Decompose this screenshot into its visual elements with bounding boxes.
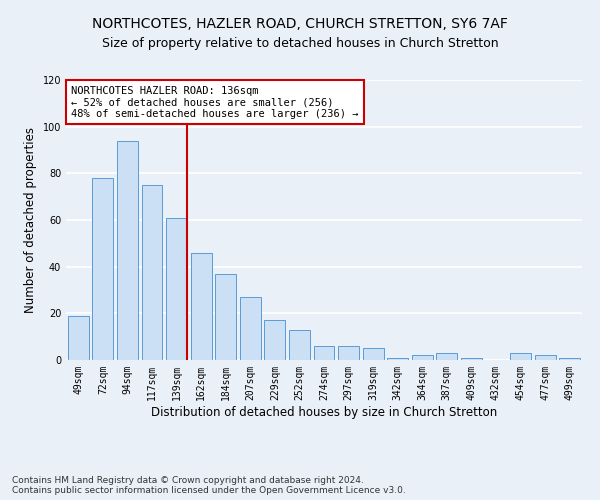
Bar	[559, 358, 580, 360]
Bar	[412, 356, 433, 360]
Bar	[535, 356, 556, 360]
Bar	[142, 185, 163, 360]
Bar	[436, 353, 457, 360]
Bar	[338, 346, 359, 360]
Bar	[240, 297, 261, 360]
Bar	[68, 316, 89, 360]
Bar	[510, 353, 531, 360]
Text: Contains HM Land Registry data © Crown copyright and database right 2024.
Contai: Contains HM Land Registry data © Crown c…	[12, 476, 406, 495]
Bar	[387, 358, 408, 360]
X-axis label: Distribution of detached houses by size in Church Stretton: Distribution of detached houses by size …	[151, 406, 497, 418]
Bar	[362, 348, 383, 360]
Bar	[265, 320, 286, 360]
Bar	[289, 330, 310, 360]
Bar	[166, 218, 187, 360]
Y-axis label: Number of detached properties: Number of detached properties	[24, 127, 37, 313]
Bar	[191, 252, 212, 360]
Text: NORTHCOTES, HAZLER ROAD, CHURCH STRETTON, SY6 7AF: NORTHCOTES, HAZLER ROAD, CHURCH STRETTON…	[92, 18, 508, 32]
Bar	[461, 358, 482, 360]
Text: Size of property relative to detached houses in Church Stretton: Size of property relative to detached ho…	[101, 38, 499, 51]
Bar	[92, 178, 113, 360]
Bar	[314, 346, 334, 360]
Bar	[117, 140, 138, 360]
Text: NORTHCOTES HAZLER ROAD: 136sqm
← 52% of detached houses are smaller (256)
48% of: NORTHCOTES HAZLER ROAD: 136sqm ← 52% of …	[71, 86, 359, 119]
Bar	[215, 274, 236, 360]
